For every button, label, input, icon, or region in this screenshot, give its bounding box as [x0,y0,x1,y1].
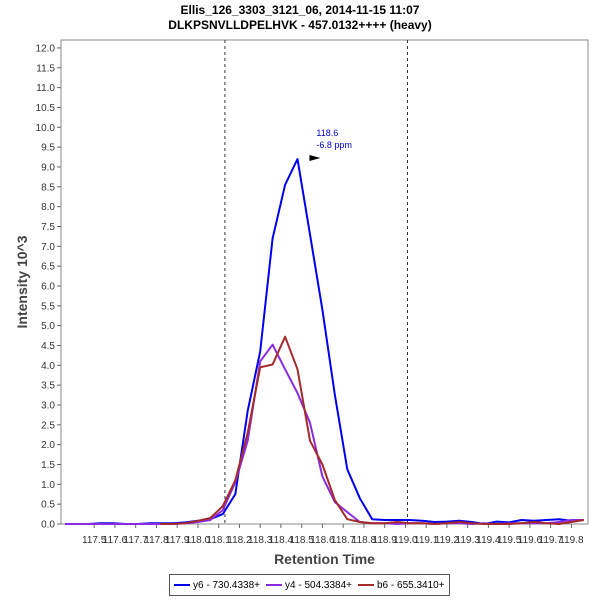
x-tick-label: 118.5 [290,535,315,546]
x-tick-label: 117.7 [124,535,149,546]
y-tick-label: 5.5 [41,301,55,312]
y-tick-label: 12.0 [36,43,56,54]
y-tick-label: 3.5 [41,381,55,392]
x-tick-label: 118.9 [373,535,398,546]
y-tick-label: 10.0 [36,123,56,134]
legend-item: y4 - 504.3384+ [266,580,352,591]
chart-title: Ellis_126_3303_3121_06, 2014-11-15 11:07 [180,3,420,17]
legend-swatch [266,584,282,586]
x-tick-label: 118.6 [310,535,335,546]
plot-area [60,39,589,525]
peak-ppm-label: -6.8 ppm [316,140,352,150]
legend-item: y6 - 730.4338+ [174,580,260,591]
chart-legend: y6 - 730.4338+ y4 - 504.3384+ b6 - 655.341… [169,574,450,596]
x-tick-label: 118.1 [207,535,232,546]
x-tick-label: 118.4 [269,535,294,546]
legend-label: y4 - 504.3384+ [285,579,352,591]
x-tick-label: 117.9 [165,535,190,546]
y-tick-label: 4.5 [41,341,55,352]
legend-swatch [174,584,190,586]
x-tick-label: 118.3 [248,535,273,546]
x-tick-label: 119.3 [456,535,481,546]
x-axis-label: Retention Time [274,551,375,567]
x-tick-label: 118.7 [331,535,356,546]
y-tick-label: 2.0 [41,440,55,451]
x-tick-label: 119.2 [435,535,460,546]
legend-swatch [358,584,374,586]
x-tick-label: 119.5 [497,535,522,546]
x-tick-label: 119.6 [518,535,543,546]
x-tick-label: 118.8 [352,535,377,546]
y-tick-label: 5.0 [41,321,55,332]
series-line [160,335,585,525]
x-tick-label: 117.5 [82,535,107,546]
y-tick-label: 8.0 [41,202,55,213]
y-tick-label: 7.0 [41,242,55,253]
x-tick-label: 119.0 [393,535,418,546]
y-tick-label: 2.5 [41,420,55,431]
y-tick-label: 8.5 [41,182,55,193]
legend-item: b6 - 655.3410+ [358,580,445,591]
chart-subtitle: DLKPSNVLLDPELHVK - 457.0132++++ (heavy) [168,18,432,32]
x-tick-label: 117.6 [103,535,128,546]
y-tick-label: 9.0 [41,162,55,173]
x-tick-label: 118.0 [186,535,211,546]
x-tick-label: 118.2 [227,535,252,546]
legend-label: b6 - 655.3410+ [377,579,445,591]
y-tick-label: 11.0 [36,83,55,94]
x-tick-label: 117.8 [144,535,169,546]
y-tick-label: 7.5 [41,222,55,233]
y-tick-label: 6.5 [41,262,55,273]
x-tick-label: 119.8 [559,535,584,546]
y-tick-label: 10.5 [36,103,56,114]
y-tick-label: 6.0 [41,281,55,292]
y-tick-label: 11.5 [36,63,55,74]
peak-marker-icon [309,155,321,162]
x-tick-label: 119.7 [539,535,564,546]
y-tick-label: 9.5 [41,143,55,154]
y-tick-label: 1.5 [41,460,55,471]
y-tick-label: 4.0 [41,361,55,372]
peak-rt-label: 118.6 [316,128,338,138]
legend-label: y6 - 730.4338+ [193,579,260,591]
y-tick-label: 1.0 [41,480,55,491]
x-tick-label: 119.4 [476,535,501,546]
y-axis-label: Intensity 10^3 [14,235,30,328]
x-tick-label: 119.1 [414,535,439,546]
y-tick-label: 3.0 [41,400,55,411]
y-tick-label: 0.0 [41,520,55,531]
y-tick-label: 0.5 [41,500,55,511]
